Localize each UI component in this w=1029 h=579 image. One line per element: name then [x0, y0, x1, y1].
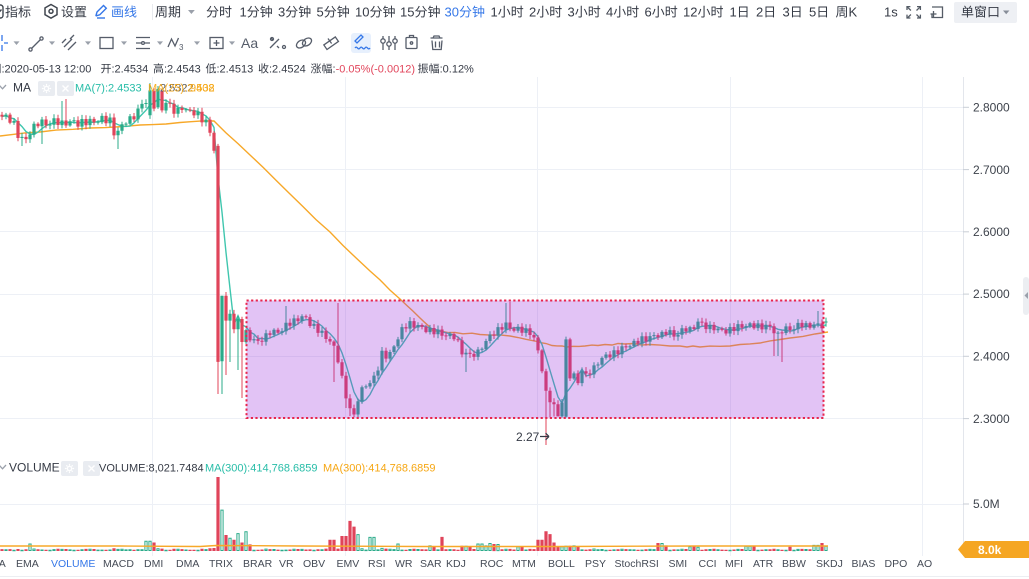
svg-text:8.0k: 8.0k: [978, 543, 1002, 557]
svg-text::: :: [333, 64, 336, 76]
svg-text:3: 3: [278, 5, 285, 20]
svg-text::2.4543: :2.4543: [164, 64, 201, 76]
svg-text:2.6000: 2.6000: [973, 225, 1010, 239]
svg-text:Aa: Aa: [241, 35, 258, 51]
svg-text:12: 12: [683, 5, 697, 20]
svg-text:2.3000: 2.3000: [973, 412, 1010, 426]
svg-text::2.4534: :2.4534: [112, 64, 149, 76]
svg-text:5.0M: 5.0M: [973, 497, 1000, 511]
svg-text:30: 30: [445, 5, 459, 20]
svg-text:2.5322: 2.5322: [160, 83, 194, 95]
svg-text:5: 5: [317, 5, 324, 20]
svg-text:VOLUME: VOLUME: [9, 461, 60, 475]
svg-text:MA(7):2.4533: MA(7):2.4533: [75, 83, 142, 95]
svg-text::2020-05-13 12:00: :2020-05-13 12:00: [2, 64, 92, 76]
svg-text:2: 2: [529, 5, 536, 20]
svg-text:2.27: 2.27: [516, 430, 540, 444]
svg-text:2.7000: 2.7000: [973, 163, 1010, 177]
svg-text:3: 3: [568, 5, 575, 20]
svg-text:2.5000: 2.5000: [973, 287, 1010, 301]
svg-text:3: 3: [179, 43, 184, 52]
svg-text:-0.05%(-0.0012): -0.05%(-0.0012): [336, 64, 416, 76]
svg-text:2: 2: [756, 5, 763, 20]
svg-text:4: 4: [606, 5, 613, 20]
svg-text:3: 3: [783, 5, 790, 20]
svg-text:1: 1: [240, 5, 247, 20]
svg-text:MA(300):414,768.6859: MA(300):414,768.6859: [205, 463, 318, 475]
svg-text:MA: MA: [13, 81, 31, 95]
svg-text:MA(300):414,768.6859: MA(300):414,768.6859: [323, 463, 436, 475]
svg-text:1s: 1s: [884, 5, 898, 20]
svg-text:K: K: [849, 5, 858, 20]
svg-text:10: 10: [355, 5, 369, 20]
svg-text:1: 1: [730, 5, 737, 20]
svg-text:VOLUME:8,021.7484: VOLUME:8,021.7484: [99, 463, 204, 475]
svg-text:2.4000: 2.4000: [973, 350, 1010, 364]
svg-text:1: 1: [491, 5, 498, 20]
svg-text::0.12%: :0.12%: [440, 64, 474, 76]
svg-text::2.4513: :2.4513: [217, 64, 254, 76]
svg-text:MA(25):2.532: MA(25):2.532: [148, 83, 215, 95]
svg-text:5: 5: [809, 5, 816, 20]
svg-text:9408: 9408: [190, 83, 214, 95]
svg-text:15: 15: [400, 5, 414, 20]
svg-text:6: 6: [645, 5, 652, 20]
svg-text::2.4524: :2.4524: [269, 64, 306, 76]
svg-text:2.8000: 2.8000: [973, 101, 1010, 115]
